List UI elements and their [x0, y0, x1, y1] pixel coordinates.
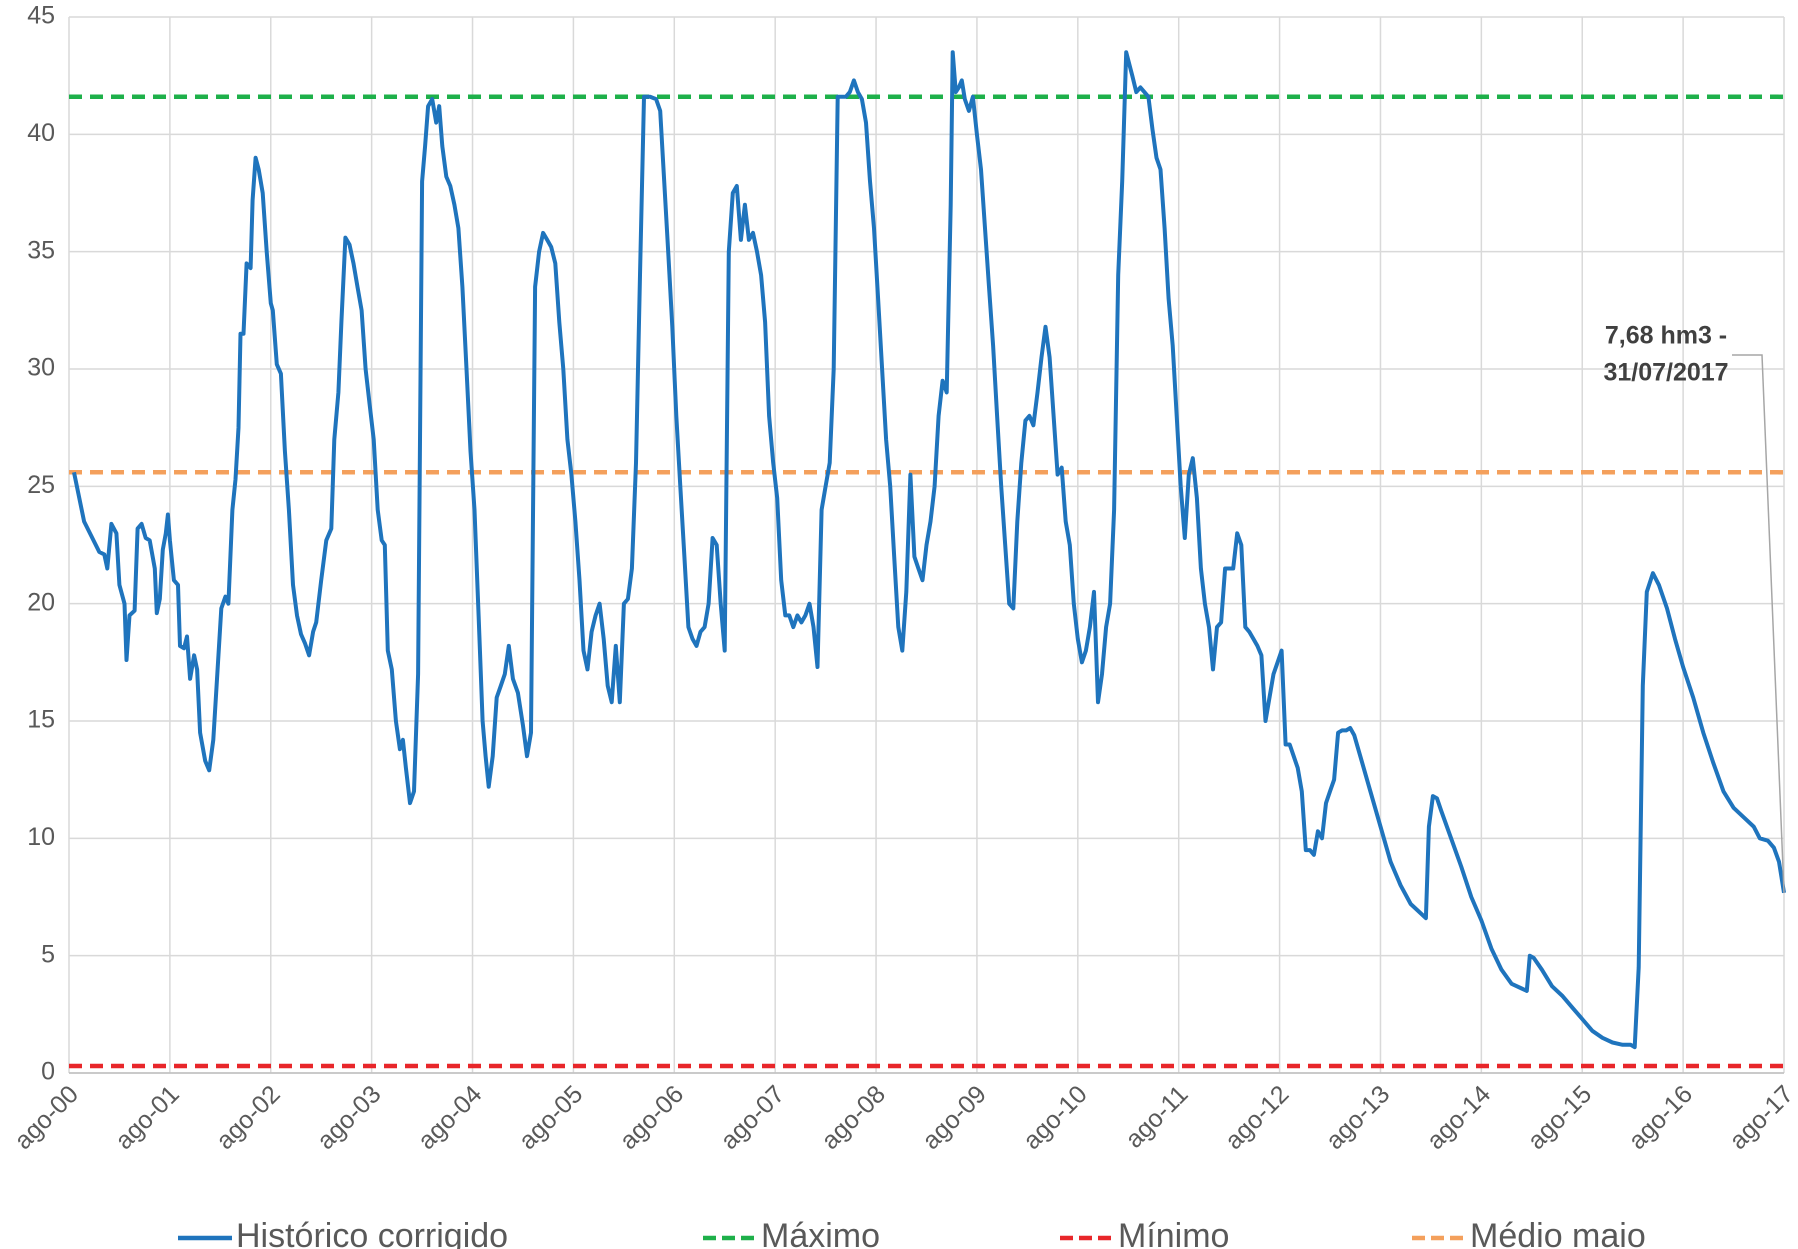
legend-item: Médio maio — [1412, 1217, 1646, 1249]
y-tick-label: 10 — [27, 823, 55, 851]
legend-label: Máximo — [761, 1217, 880, 1249]
legend-item: Histórico corrigido — [178, 1217, 508, 1249]
x-tick-label: ago-02 — [211, 1080, 286, 1155]
y-tick-label: 20 — [27, 588, 55, 616]
x-tick-label: ago-04 — [413, 1080, 488, 1155]
y-tick-label: 30 — [27, 354, 55, 382]
x-tick-label: ago-06 — [614, 1080, 689, 1155]
x-tick-label: ago-13 — [1321, 1080, 1396, 1155]
x-tick-label: ago-14 — [1421, 1080, 1496, 1155]
y-tick-label: 35 — [27, 236, 55, 264]
x-tick-label: ago-03 — [312, 1080, 387, 1155]
x-tick-label: ago-00 — [9, 1080, 84, 1155]
x-tick-label: ago-17 — [1724, 1080, 1798, 1155]
x-tick-label: ago-12 — [1220, 1080, 1295, 1155]
annotation-leader — [1732, 354, 1785, 893]
x-tick-label: ago-01 — [110, 1080, 185, 1155]
annotation: 7,68 hm3 - — [1605, 322, 1727, 350]
x-tick-label: ago-11 — [1120, 1080, 1194, 1154]
x-tick-label: ago-16 — [1623, 1080, 1698, 1155]
y-tick-label: 5 — [41, 940, 55, 968]
y-tick-label: 25 — [27, 471, 55, 499]
y-tick-label: 40 — [27, 119, 55, 147]
legend-label: Mínimo — [1118, 1217, 1229, 1249]
y-tick-label: 0 — [41, 1058, 55, 1086]
x-tick-label: ago-07 — [715, 1080, 790, 1155]
annotation: 31/07/2017 — [1603, 359, 1728, 387]
legend-item: Máximo — [703, 1217, 880, 1249]
legend-label: Histórico corrigido — [236, 1217, 508, 1249]
y-tick-label: 15 — [27, 706, 55, 734]
x-tick-label: ago-08 — [816, 1080, 891, 1155]
x-tick-label: ago-09 — [917, 1080, 992, 1155]
x-tick-label: ago-05 — [513, 1080, 588, 1155]
y-tick-label: 45 — [27, 2, 55, 30]
legend-label: Médio maio — [1470, 1217, 1646, 1249]
x-tick-label: ago-15 — [1522, 1080, 1597, 1155]
data-line — [72, 50, 1786, 1050]
legend-item: Mínimo — [1060, 1217, 1229, 1249]
x-tick-label: ago-10 — [1018, 1080, 1093, 1155]
